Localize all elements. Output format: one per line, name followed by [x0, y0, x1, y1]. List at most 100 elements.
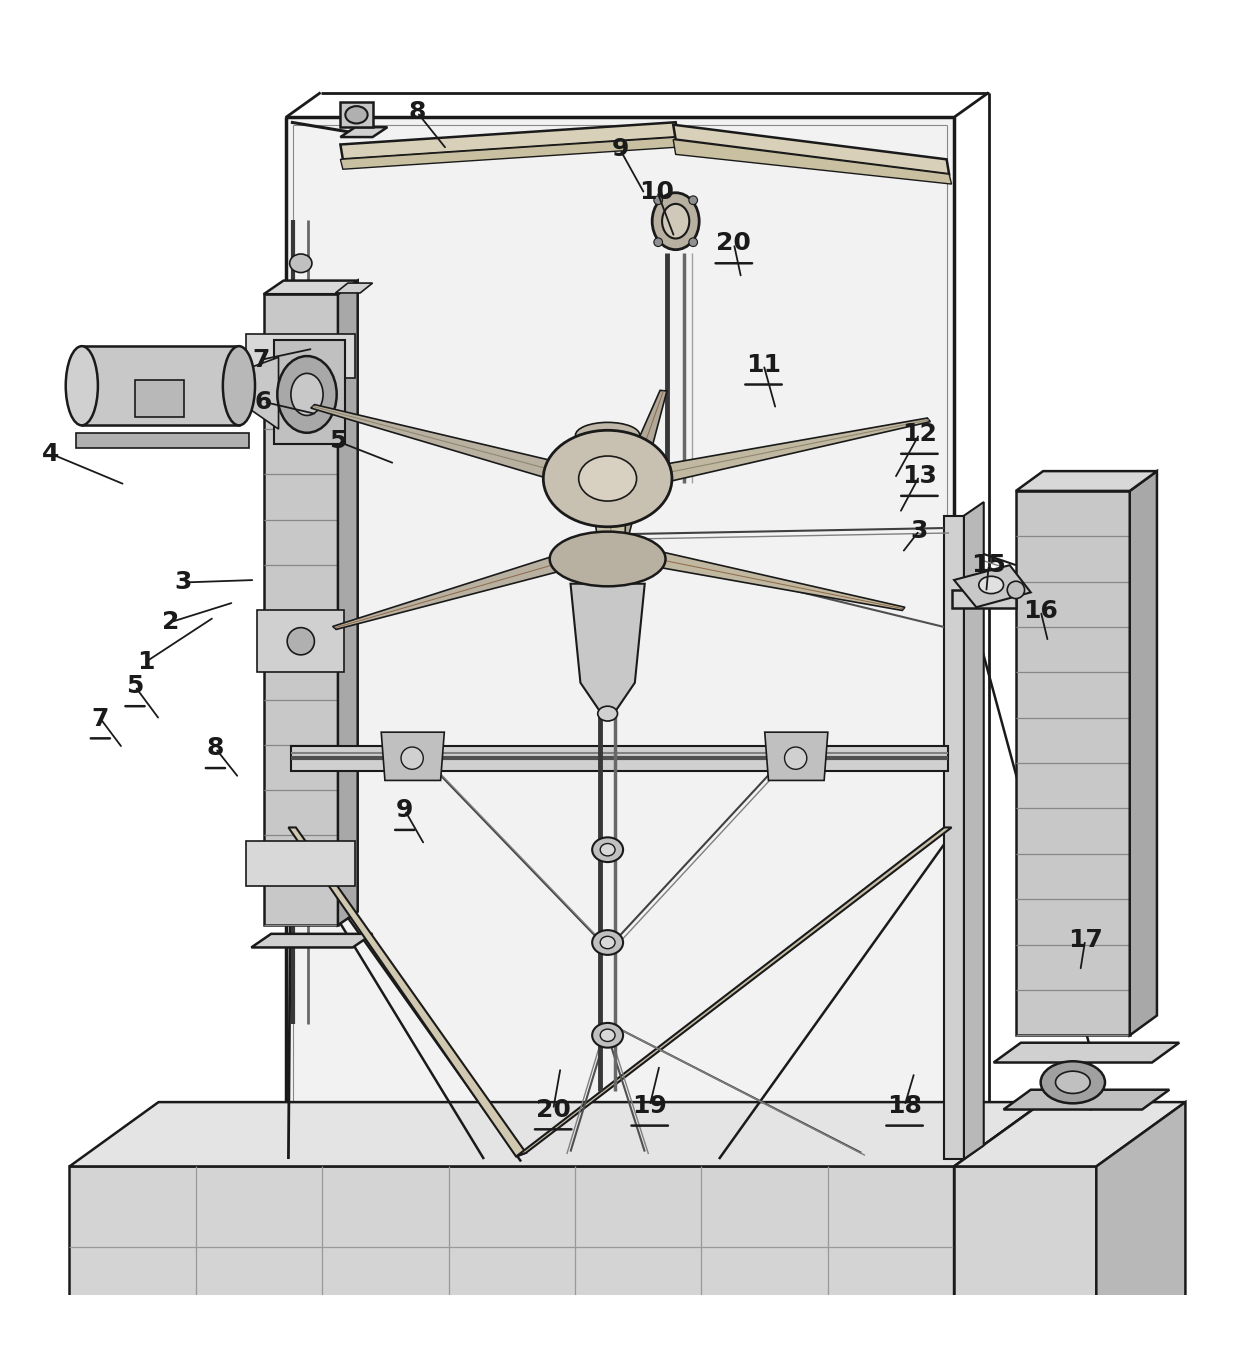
Text: 2: 2	[162, 610, 180, 635]
Polygon shape	[673, 124, 949, 175]
Polygon shape	[286, 118, 954, 1166]
Ellipse shape	[978, 576, 1003, 594]
Text: 5: 5	[126, 674, 144, 698]
Polygon shape	[289, 828, 526, 1157]
Ellipse shape	[543, 430, 672, 526]
Ellipse shape	[653, 196, 662, 204]
Polygon shape	[765, 732, 828, 781]
Text: 7: 7	[92, 706, 109, 731]
Polygon shape	[381, 732, 444, 781]
Text: 13: 13	[901, 464, 937, 488]
Polygon shape	[274, 340, 345, 444]
Ellipse shape	[600, 843, 615, 856]
Text: 3: 3	[910, 518, 928, 543]
Ellipse shape	[593, 930, 622, 955]
Polygon shape	[264, 294, 339, 925]
Polygon shape	[1003, 1089, 1169, 1109]
Text: 20: 20	[717, 231, 751, 256]
Polygon shape	[336, 283, 372, 294]
Polygon shape	[69, 1166, 954, 1353]
Ellipse shape	[593, 838, 622, 862]
Polygon shape	[600, 418, 930, 494]
Bar	[135, 380, 185, 417]
Ellipse shape	[593, 1023, 622, 1047]
Text: 9: 9	[611, 138, 629, 161]
Polygon shape	[954, 1103, 1043, 1353]
Ellipse shape	[290, 254, 312, 272]
Text: 20: 20	[536, 1097, 570, 1122]
Ellipse shape	[223, 346, 255, 425]
Ellipse shape	[1040, 1061, 1105, 1103]
Text: 1: 1	[138, 649, 155, 674]
Ellipse shape	[1055, 1072, 1090, 1093]
Polygon shape	[339, 280, 357, 925]
Ellipse shape	[600, 936, 615, 948]
Text: 8: 8	[408, 100, 425, 124]
Ellipse shape	[652, 192, 699, 250]
Ellipse shape	[598, 706, 618, 721]
Ellipse shape	[689, 238, 698, 246]
Text: 7: 7	[253, 348, 270, 372]
Ellipse shape	[291, 373, 324, 415]
Polygon shape	[570, 583, 645, 713]
Text: 12: 12	[901, 422, 937, 446]
Polygon shape	[69, 1103, 1043, 1166]
Ellipse shape	[600, 1030, 615, 1042]
Ellipse shape	[345, 106, 367, 123]
Polygon shape	[954, 1103, 1185, 1166]
Polygon shape	[341, 127, 387, 137]
Polygon shape	[332, 541, 616, 629]
Polygon shape	[1130, 471, 1157, 1035]
Polygon shape	[589, 484, 626, 648]
Polygon shape	[601, 541, 905, 610]
Polygon shape	[82, 346, 239, 425]
Text: 4: 4	[42, 442, 60, 465]
Ellipse shape	[653, 238, 662, 246]
Polygon shape	[951, 590, 1016, 609]
Polygon shape	[341, 122, 678, 160]
Text: 5: 5	[330, 429, 347, 453]
Polygon shape	[590, 391, 667, 551]
Polygon shape	[252, 934, 372, 947]
Ellipse shape	[401, 747, 423, 770]
Polygon shape	[247, 334, 355, 379]
Polygon shape	[76, 433, 249, 448]
Ellipse shape	[785, 747, 807, 770]
Text: 18: 18	[887, 1093, 923, 1118]
Polygon shape	[311, 405, 618, 494]
Polygon shape	[954, 566, 1030, 607]
Ellipse shape	[689, 196, 698, 204]
Ellipse shape	[575, 422, 640, 448]
Text: 10: 10	[640, 180, 675, 203]
Text: 17: 17	[1068, 928, 1102, 953]
Text: 6: 6	[255, 390, 273, 414]
Text: 16: 16	[1023, 599, 1058, 622]
Text: 11: 11	[746, 353, 781, 376]
Text: 19: 19	[632, 1093, 667, 1118]
Polygon shape	[247, 842, 355, 886]
Text: 3: 3	[175, 571, 192, 594]
Polygon shape	[341, 103, 372, 127]
Polygon shape	[993, 1043, 1179, 1062]
Text: 15: 15	[971, 553, 1006, 578]
Ellipse shape	[1007, 582, 1024, 598]
Text: 9: 9	[396, 798, 413, 823]
Ellipse shape	[662, 204, 689, 238]
Ellipse shape	[579, 456, 636, 501]
Polygon shape	[234, 357, 279, 429]
Polygon shape	[1016, 491, 1130, 1035]
Ellipse shape	[549, 532, 666, 586]
Polygon shape	[1096, 1103, 1185, 1353]
Ellipse shape	[66, 346, 98, 425]
Polygon shape	[264, 280, 357, 294]
Polygon shape	[673, 139, 951, 184]
Ellipse shape	[278, 356, 337, 433]
Text: 8: 8	[207, 736, 224, 760]
Polygon shape	[1016, 471, 1157, 491]
Polygon shape	[944, 515, 963, 1160]
Polygon shape	[954, 1166, 1096, 1353]
Polygon shape	[291, 746, 947, 770]
Polygon shape	[258, 610, 343, 672]
Polygon shape	[341, 137, 681, 169]
Polygon shape	[516, 828, 951, 1157]
